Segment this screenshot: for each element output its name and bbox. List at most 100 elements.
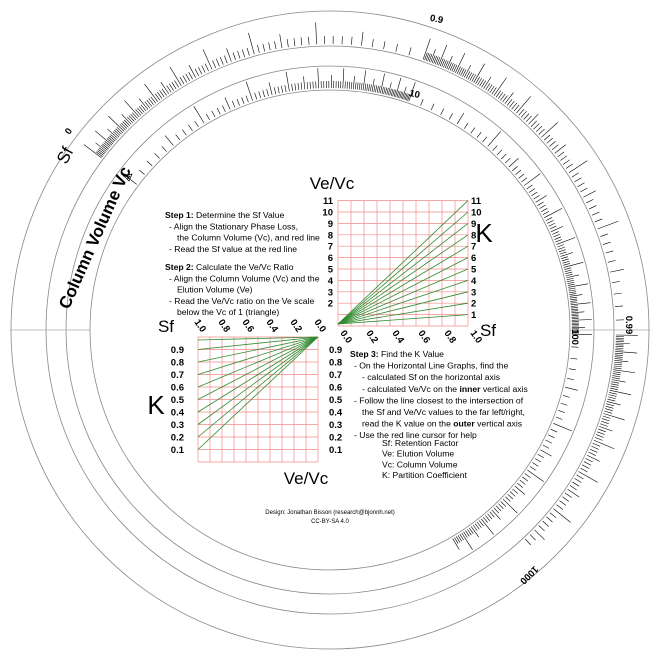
- scale-tick: [568, 289, 576, 292]
- scale-tick: [596, 434, 604, 438]
- scale-tick: [262, 43, 266, 52]
- scale-tick: [604, 410, 613, 414]
- scale-tick: [94, 130, 113, 146]
- scale-tick: [609, 392, 617, 395]
- scale-tick: [430, 103, 435, 111]
- scale-tick: [513, 104, 520, 112]
- scale-tick: [524, 538, 531, 546]
- scale-tick: [534, 458, 542, 463]
- scale-tick: [402, 86, 407, 100]
- k-line: [197, 336, 319, 363]
- scale-tick: [236, 98, 240, 106]
- scale-tick: [464, 122, 469, 129]
- instruction-line: Elution Volume (Ve): [177, 285, 253, 295]
- outer-axis-label: 5: [471, 265, 477, 276]
- scale-tick: [599, 426, 613, 432]
- scale-tick: [603, 413, 625, 421]
- scale-tick: [144, 101, 151, 109]
- scale-tick: [168, 83, 174, 91]
- scale-tick: [112, 131, 120, 138]
- scale-tick: [279, 34, 283, 49]
- outer-axis-label: 0.6: [171, 383, 184, 394]
- scale-tick: [591, 211, 600, 216]
- scale-tick: [306, 82, 309, 90]
- scale-tick: [585, 458, 593, 463]
- inner-axis-label: 0.4: [329, 408, 343, 419]
- k-line: [197, 336, 319, 350]
- step-text: Determine the Sf Value: [196, 210, 284, 220]
- step-label: Step 2:: [165, 262, 194, 272]
- inner-axis-label: 0.6: [329, 383, 342, 394]
- scale-tick: [351, 36, 353, 45]
- scale-tick: [479, 79, 484, 87]
- scale-tick: [606, 403, 615, 407]
- scale-tick: [205, 113, 210, 121]
- scale-tick: [556, 237, 576, 245]
- scale-tick: [456, 112, 465, 125]
- scale-tick: [393, 89, 397, 97]
- scale-tick: [362, 70, 367, 91]
- scale-tick: [568, 283, 588, 288]
- scale-tick: [554, 144, 567, 154]
- legend-entry: Ve: Elution Volume: [382, 449, 454, 459]
- scale-tick: [602, 415, 611, 419]
- scale-tick: [268, 82, 273, 96]
- scale-tick: [433, 55, 437, 64]
- k-line: [197, 336, 319, 388]
- scale-tick: [583, 190, 596, 198]
- instruction-part: - On the Horizontal Line Graphs, find th…: [354, 361, 509, 371]
- scale-tick: [565, 163, 573, 169]
- inner-axis-label: 5: [328, 265, 334, 276]
- scale-tick: [516, 96, 531, 114]
- inner-axis-label: 8: [328, 230, 333, 241]
- scale-tick: [472, 524, 478, 531]
- scale-label: 0.99: [623, 316, 634, 335]
- scale-tick: [586, 199, 594, 204]
- rings: [10, 10, 650, 650]
- inner-axis-label: 0.8: [329, 358, 342, 369]
- scale-tick: [549, 141, 556, 147]
- scale-tick: [115, 128, 122, 135]
- scale-tick: [571, 311, 585, 314]
- scale-tick: [95, 151, 103, 157]
- x-axis-label: 0.2: [364, 328, 381, 345]
- scale-label: 1000: [517, 563, 540, 586]
- scale-tick: [523, 113, 530, 120]
- scale-tick: [612, 373, 621, 376]
- scale-tick: [222, 105, 226, 112]
- scale-tick: [303, 76, 306, 90]
- instruction-part: vertical axis: [480, 384, 527, 394]
- step-label: Step 1:: [165, 210, 194, 220]
- scale-tick: [614, 358, 623, 360]
- inner-axis-label: 0.1: [329, 445, 343, 456]
- scale-tick: [504, 157, 511, 164]
- instruction-line: - Align the Stationary Phase Loss,: [169, 221, 298, 231]
- scale-tick: [473, 63, 485, 83]
- scale-tick: [500, 501, 506, 507]
- k-line: [337, 245, 469, 325]
- scale-tick: [567, 488, 580, 498]
- scale-tick: [383, 41, 386, 50]
- scale-tick: [185, 73, 190, 81]
- scale-tick: [569, 296, 577, 299]
- scale-tick: [578, 471, 598, 483]
- scale-tick: [308, 36, 310, 45]
- scale-tick: [569, 294, 583, 297]
- scale-tick: [559, 251, 567, 255]
- scale-tick: [154, 93, 161, 101]
- scale-tick: [224, 97, 231, 110]
- scale-tick: [542, 520, 549, 527]
- scale-tick: [408, 47, 412, 56]
- scale-tick: [430, 49, 436, 63]
- scale-tick: [614, 356, 623, 358]
- scale-tick: [600, 233, 608, 237]
- scale-tick: [188, 72, 193, 80]
- scale-tick: [150, 96, 156, 104]
- scale-tick: [436, 57, 441, 65]
- step-title: Step 3: Find the K Value: [350, 349, 444, 359]
- scale-tick: [444, 60, 449, 69]
- scale-tick: [364, 83, 367, 91]
- scale-tick: [518, 108, 525, 116]
- scale-tick: [204, 63, 209, 72]
